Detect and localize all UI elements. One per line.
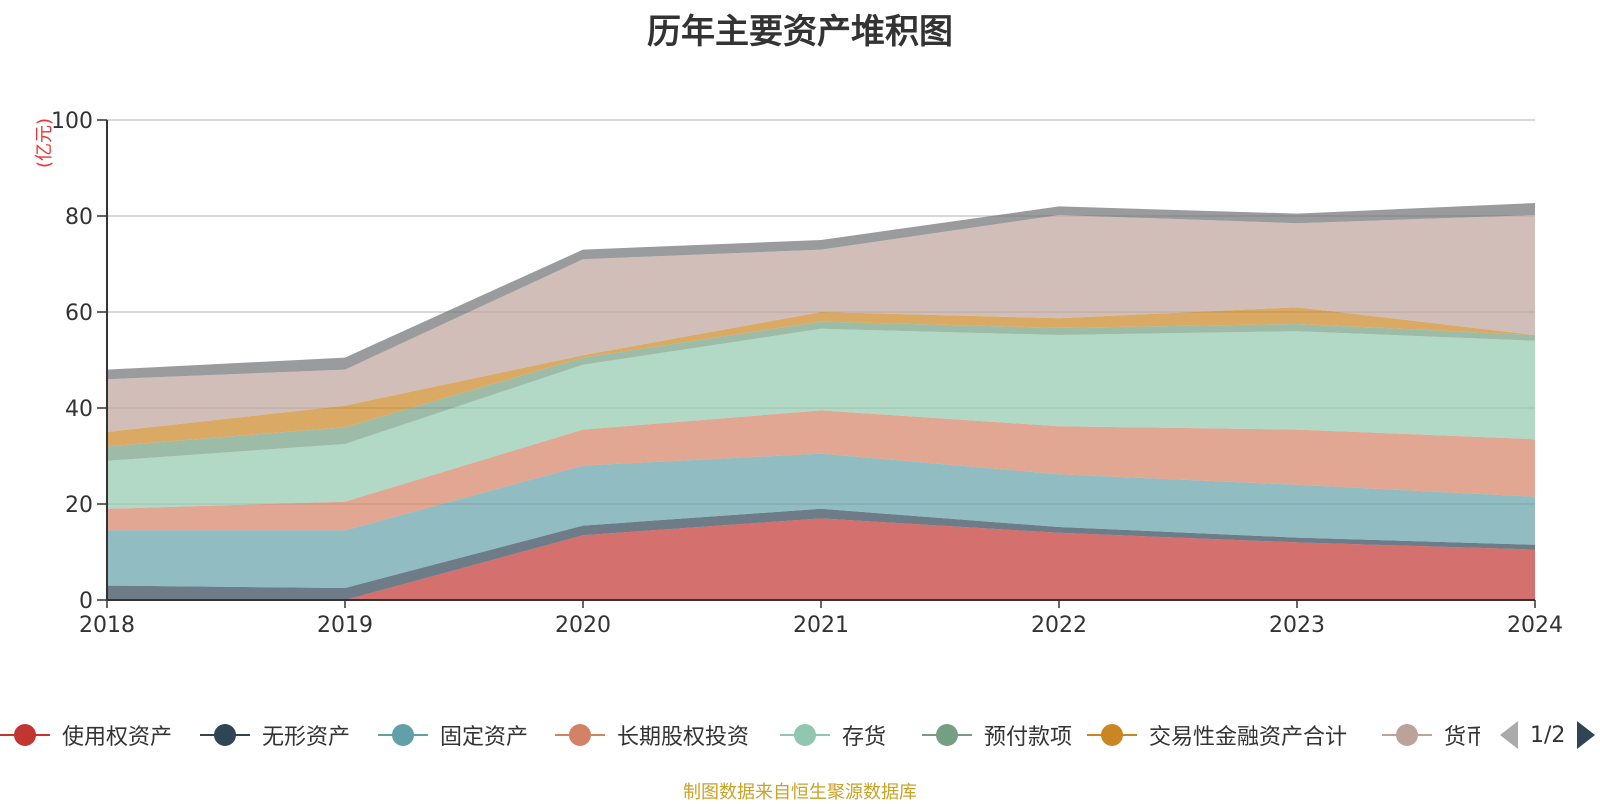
legend-item[interactable]: 无形资产 xyxy=(200,715,350,755)
x-tick-label: 2021 xyxy=(793,613,849,638)
legend-item[interactable]: 长期股权投资 xyxy=(555,715,749,755)
legend-label: 使用权资产 xyxy=(62,725,173,750)
axes: 0 20 40 60 80 100 2018 2019 2020 2021 2022 2023 2024 xyxy=(51,109,1563,638)
legend-swatch-icon xyxy=(922,722,972,748)
legend-swatch-icon xyxy=(1087,722,1137,748)
legend-item[interactable]: 存货 xyxy=(780,715,886,755)
area-series[interactable] xyxy=(107,518,1535,600)
chart-title: 历年主要资产堆积图 xyxy=(647,12,953,52)
x-tick-label: 2024 xyxy=(1507,613,1563,638)
legend-item[interactable]: 交易性金融资产合计 xyxy=(1087,715,1347,755)
legend-swatch-icon xyxy=(0,722,50,748)
area-series[interactable] xyxy=(107,215,1535,432)
legend-pager: 1/2 xyxy=(1500,715,1596,755)
area-series[interactable] xyxy=(107,453,1535,588)
legend-item[interactable]: 货币 xyxy=(1382,715,1480,755)
legend-swatch-icon xyxy=(780,722,830,748)
area-series[interactable] xyxy=(107,328,1535,509)
legend-prev-page-icon[interactable] xyxy=(1500,721,1518,749)
x-tick-label: 2019 xyxy=(317,613,373,638)
legend-label: 存货 xyxy=(842,725,887,750)
legend-item[interactable]: 使用权资产 xyxy=(0,715,172,755)
x-tick-label: 2018 xyxy=(79,613,135,638)
x-tick-label: 2023 xyxy=(1269,613,1325,638)
x-tick-label: 2020 xyxy=(555,613,611,638)
area-series[interactable] xyxy=(107,508,1535,600)
legend-label: 交易性金融资产合计 xyxy=(1149,725,1348,750)
y-tick-label: 100 xyxy=(51,109,93,134)
legend-next-page-icon[interactable] xyxy=(1577,721,1596,749)
legend-swatch-icon xyxy=(200,722,250,748)
legend-swatch-icon xyxy=(378,722,428,748)
area-series[interactable] xyxy=(107,321,1535,461)
legend-label: 无形资产 xyxy=(262,725,351,750)
legend-label: 长期股权投资 xyxy=(617,725,750,750)
stacked-area-chart: 0 20 40 60 80 100 2018 2019 2020 2021 2022 2023 2024… xyxy=(34,109,1563,638)
y-tick-label: 60 xyxy=(65,301,93,326)
y-tick-label: 40 xyxy=(65,397,93,422)
area-series[interactable] xyxy=(107,307,1535,447)
x-tick-label: 2022 xyxy=(1031,613,1087,638)
y-tick-label: 0 xyxy=(79,589,93,614)
legend-label: 货币 xyxy=(1444,725,1480,750)
legend-swatch-icon xyxy=(555,722,605,748)
legend-page-indicator: 1/2 xyxy=(1530,722,1566,748)
legend-swatch-icon xyxy=(1382,722,1432,748)
legend-label: 固定资产 xyxy=(440,725,529,750)
area-series[interactable] xyxy=(107,410,1535,531)
legend-item[interactable]: 预付款项 xyxy=(922,715,1072,755)
legend: 使用权资产 无形资产 固定资产 长期股权投资 存货 预付款项 交易性金融资产合计 货币 1/2 xyxy=(0,715,1600,755)
source-note: 制图数据来自恒生聚源数据库 xyxy=(683,782,917,803)
legend-label: 预付款项 xyxy=(984,725,1073,750)
legend-item[interactable]: 固定资产 xyxy=(378,715,528,755)
y-axis-unit-label: (亿元) xyxy=(34,118,55,168)
legend-items-viewport: 使用权资产 无形资产 固定资产 长期股权投资 存货 预付款项 交易性金融资产合计 货币 xyxy=(0,715,1480,755)
y-tick-label: 80 xyxy=(65,205,93,230)
y-tick-label: 20 xyxy=(65,493,93,518)
area-series-group xyxy=(107,203,1535,600)
